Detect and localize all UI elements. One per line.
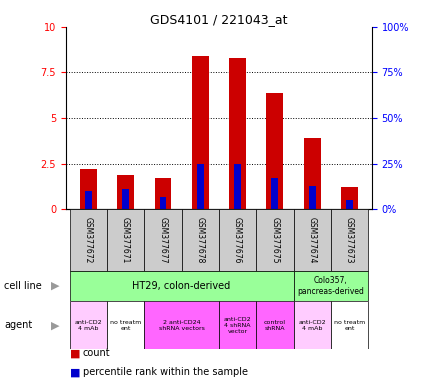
Bar bbox=[256, 301, 294, 349]
Text: GSM377672: GSM377672 bbox=[84, 217, 93, 263]
Bar bbox=[117, 175, 134, 209]
Text: anti-CD2
4 shRNA
vector: anti-CD2 4 shRNA vector bbox=[224, 317, 251, 334]
Bar bbox=[192, 56, 209, 209]
Bar bbox=[181, 209, 219, 271]
Bar bbox=[294, 209, 331, 271]
Bar bbox=[234, 164, 241, 209]
Title: GDS4101 / 221043_at: GDS4101 / 221043_at bbox=[150, 13, 288, 26]
Text: HT29, colon-derived: HT29, colon-derived bbox=[133, 281, 231, 291]
Text: ▶: ▶ bbox=[51, 320, 60, 331]
Text: GSM377673: GSM377673 bbox=[345, 217, 354, 263]
Bar bbox=[80, 169, 96, 209]
Text: ■: ■ bbox=[70, 367, 81, 377]
Bar bbox=[144, 301, 219, 349]
Bar bbox=[346, 200, 353, 209]
Bar bbox=[331, 209, 368, 271]
Text: GSM377671: GSM377671 bbox=[121, 217, 130, 263]
Bar bbox=[272, 178, 278, 209]
Text: agent: agent bbox=[4, 320, 32, 331]
Bar bbox=[219, 301, 256, 349]
Bar bbox=[256, 209, 294, 271]
Bar bbox=[155, 178, 171, 209]
Text: cell line: cell line bbox=[4, 281, 42, 291]
Bar bbox=[122, 189, 129, 209]
Bar bbox=[144, 209, 181, 271]
Bar bbox=[266, 93, 283, 209]
Bar bbox=[309, 185, 315, 209]
Text: percentile rank within the sample: percentile rank within the sample bbox=[83, 367, 248, 377]
Bar bbox=[304, 138, 320, 209]
Bar bbox=[229, 58, 246, 209]
Text: GSM377677: GSM377677 bbox=[159, 217, 167, 263]
Bar bbox=[107, 209, 144, 271]
Text: GSM377675: GSM377675 bbox=[270, 217, 279, 263]
Text: control
shRNA: control shRNA bbox=[264, 320, 286, 331]
Bar bbox=[70, 301, 107, 349]
Text: count: count bbox=[83, 348, 110, 358]
Text: GSM377676: GSM377676 bbox=[233, 217, 242, 263]
Bar bbox=[107, 301, 144, 349]
Text: ▶: ▶ bbox=[51, 281, 60, 291]
Bar bbox=[85, 191, 92, 209]
Text: 2 anti-CD24
shRNA vectors: 2 anti-CD24 shRNA vectors bbox=[159, 320, 204, 331]
Bar bbox=[219, 209, 256, 271]
Text: anti-CD2
4 mAb: anti-CD2 4 mAb bbox=[74, 320, 102, 331]
Bar bbox=[341, 187, 358, 209]
Text: GSM377674: GSM377674 bbox=[308, 217, 317, 263]
Bar bbox=[294, 301, 331, 349]
Bar bbox=[70, 209, 107, 271]
Bar bbox=[294, 271, 368, 301]
Bar bbox=[70, 271, 294, 301]
Text: anti-CD2
4 mAb: anti-CD2 4 mAb bbox=[298, 320, 326, 331]
Text: no treatm
ent: no treatm ent bbox=[334, 320, 365, 331]
Bar bbox=[159, 197, 166, 209]
Text: ■: ■ bbox=[70, 348, 81, 358]
Text: Colo357,
pancreas-derived: Colo357, pancreas-derived bbox=[298, 276, 364, 296]
Text: no treatm
ent: no treatm ent bbox=[110, 320, 141, 331]
Bar bbox=[331, 301, 368, 349]
Text: GSM377678: GSM377678 bbox=[196, 217, 205, 263]
Bar bbox=[197, 164, 204, 209]
